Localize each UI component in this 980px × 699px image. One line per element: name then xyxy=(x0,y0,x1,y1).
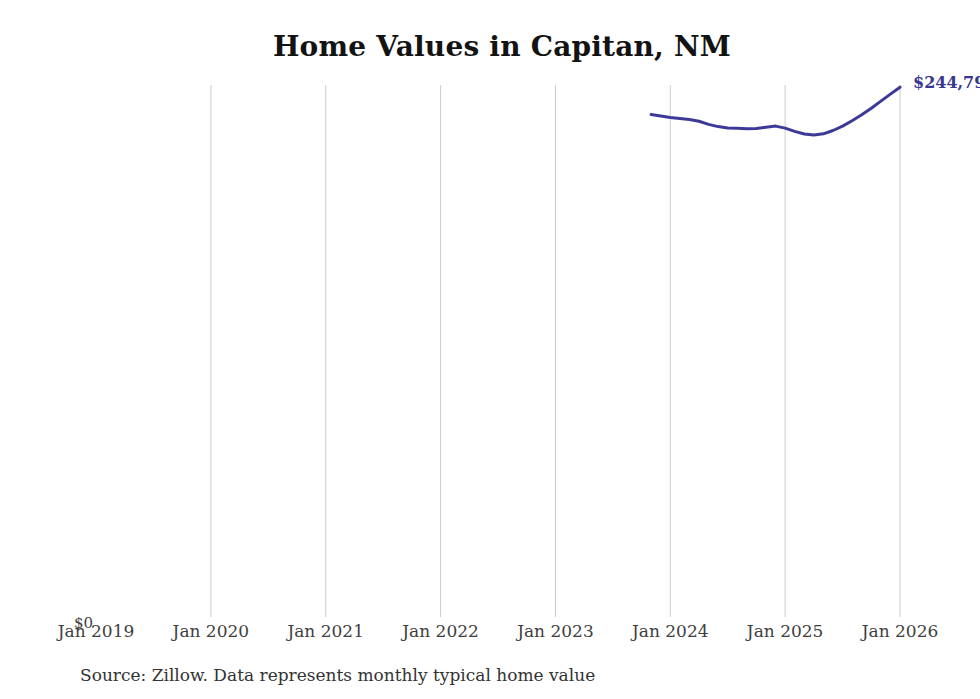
x-tick-label-2024: Jan 2024 xyxy=(630,621,709,641)
home-value-line xyxy=(651,87,900,135)
plot-area: Jan 2019Jan 2020Jan 2021Jan 2022Jan 2023… xyxy=(0,0,980,699)
x-tick-label-2023: Jan 2023 xyxy=(515,621,594,641)
x-tick-label-2025: Jan 2025 xyxy=(745,621,824,641)
x-tick-label-2022: Jan 2022 xyxy=(400,621,479,641)
x-tick-label-2020: Jan 2020 xyxy=(171,621,250,641)
y-axis-zero-label: $0 xyxy=(40,614,93,632)
source-note: Source: Zillow. Data represents monthly … xyxy=(80,665,595,685)
chart-canvas: Home Values in Capitan, NM Jan 2019Jan 2… xyxy=(0,0,980,699)
latest-value-label: $244,799 xyxy=(913,73,980,92)
x-tick-label-2026: Jan 2026 xyxy=(860,621,939,641)
x-tick-label-2021: Jan 2021 xyxy=(285,621,364,641)
